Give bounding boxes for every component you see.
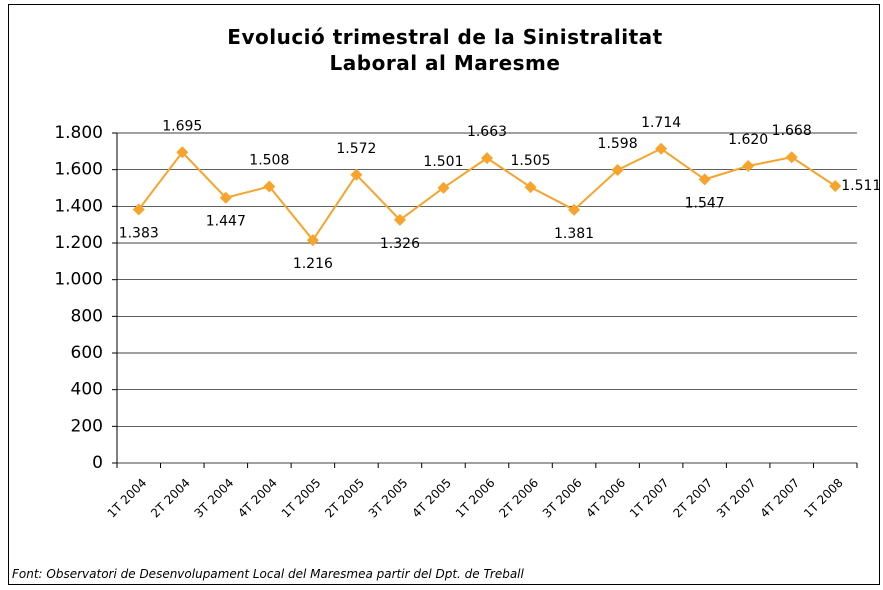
data-label: 1.663 [467,124,507,140]
y-tick-label: 1.400 [54,196,103,216]
x-tick-label: 3T 2006 [540,476,585,521]
x-tick-label: 2T 2004 [148,476,193,521]
data-label: 1.598 [598,136,638,152]
x-tick-label: 4T 2004 [235,476,280,521]
y-tick-label: 1.000 [54,270,103,290]
data-label: 1.572 [336,141,376,157]
data-point [524,181,537,194]
y-tick-label: 1.800 [54,123,103,143]
data-point [132,203,145,216]
x-tick-label: 1T 2007 [627,476,672,521]
data-point [350,168,363,181]
data-point [263,180,276,193]
data-label: 1.383 [119,225,159,241]
data-label: 1.547 [685,195,725,211]
y-tick-label: 400 [71,380,103,400]
y-tick-label: 0 [92,453,103,473]
data-point [219,191,232,204]
x-tick-label: 3T 2005 [366,476,411,521]
y-tick-label: 800 [71,306,103,326]
data-point [568,203,581,216]
data-label: 1.508 [249,153,289,169]
y-tick-label: 1.200 [54,233,103,253]
y-tick-label: 1.600 [54,160,103,180]
data-point [176,146,189,159]
data-point [437,181,450,194]
x-tick-label: 1T 2008 [801,476,846,521]
data-point [829,179,842,192]
data-label: 1.216 [293,256,333,272]
x-tick-label: 1T 2006 [453,476,498,521]
x-tick-label: 1T 2005 [279,476,324,521]
data-label: 1.695 [162,118,202,134]
x-tick-label: 4T 2005 [409,476,454,521]
data-label: 1.668 [772,123,812,139]
x-tick-label: 3T 2004 [192,476,237,521]
x-tick-label: 4T 2006 [583,476,628,521]
chart-frame [8,4,880,585]
x-tick-label: 4T 2007 [758,476,803,521]
data-label: 1.381 [554,226,594,242]
x-tick-label: 2T 2006 [496,476,541,521]
data-point [611,164,624,177]
data-label: 1.326 [380,236,420,252]
source-note: Font: Observatori de Desenvolupament Loc… [12,567,524,581]
data-label: 1.505 [510,153,550,169]
data-label: 1.620 [728,132,768,148]
data-label: 1.501 [423,154,463,170]
x-tick-label: 2T 2007 [670,476,715,521]
data-label: 1.714 [641,115,681,131]
data-point [481,152,493,165]
data-point [393,213,406,226]
y-tick-label: 600 [71,343,103,363]
y-tick-label: 200 [71,416,103,436]
data-label: 1.447 [206,214,246,230]
chart-title: Evolució trimestral de la Sinistralitat … [227,25,663,75]
data-point [742,160,755,172]
data-point [698,173,711,186]
x-tick-label: 1T 2004 [105,476,150,521]
data-point [306,234,319,247]
x-tick-label: 2T 2005 [322,476,367,521]
data-label: 1.511 [841,178,881,194]
data-point [785,151,798,164]
data-point [655,142,668,155]
x-tick-label: 3T 2007 [714,476,759,521]
